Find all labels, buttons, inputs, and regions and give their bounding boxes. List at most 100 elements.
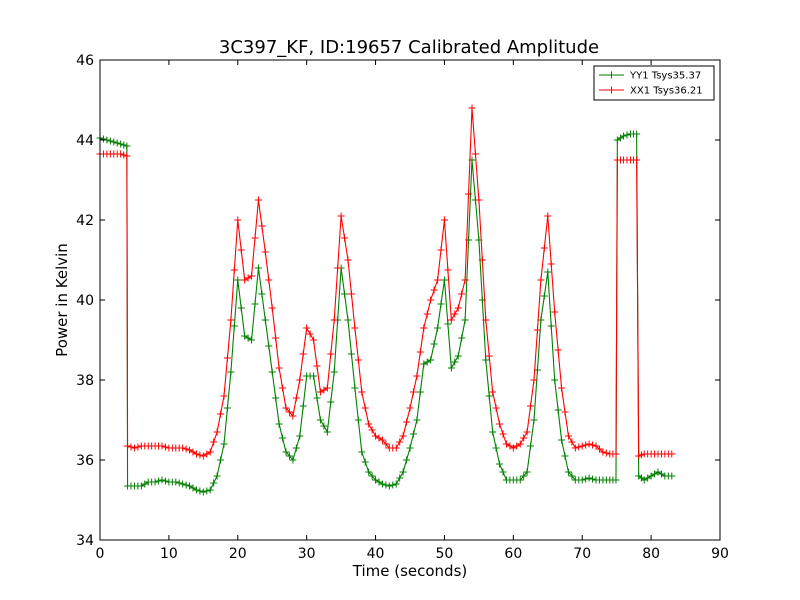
y-tick-label: 40 [76,293,94,309]
data-point-marker [179,444,187,452]
data-point-marker [551,308,559,316]
data-point-marker [430,340,438,348]
data-point-marker [323,428,331,436]
data-point-marker [192,450,200,458]
y-tick-label: 44 [76,133,94,149]
data-point-marker [172,478,180,486]
data-point-marker [313,394,321,402]
data-point-marker [320,422,328,430]
data-point-marker [416,348,424,356]
data-point-marker [520,434,528,442]
data-point-marker [392,480,400,488]
data-point-marker [120,141,128,149]
data-point-marker [151,478,159,486]
data-point-marker [217,456,225,464]
legend-box [593,65,715,101]
data-point-marker [334,264,342,272]
data-point-marker [554,406,562,414]
data-point-marker [206,486,214,494]
data-point-marker [347,350,355,358]
data-point-marker [155,477,163,485]
data-point-marker [492,444,500,452]
data-point-marker [227,368,235,376]
data-point-marker [451,358,459,366]
x-axis: 0 10 20 30 40 50 60 70 80 90 [96,60,729,562]
data-point-marker [461,316,469,324]
data-point-marker [220,440,228,448]
data-point-marker [261,248,269,256]
data-point-marker [196,451,204,459]
data-point-marker [361,458,369,466]
data-point-marker [437,300,445,308]
data-point-marker [275,420,283,428]
legend-item: YY1 Tsys35.37 [599,71,701,82]
x-tick-label: 40 [367,546,385,562]
data-point-marker [210,438,218,446]
data-point-marker [434,324,442,332]
data-point-marker [585,440,593,448]
data-point-marker [420,324,428,332]
data-point-marker [489,388,497,396]
data-point-marker [568,438,576,446]
data-point-marker [458,334,466,342]
data-point-marker [582,441,590,449]
data-point-marker [251,300,259,308]
x-axis-label: Time (seconds) [352,562,468,580]
data-point-marker [106,137,114,145]
data-point-marker [437,246,445,254]
chart-title: 3C397_KF, ID:19657 Calibrated Amplitude [219,37,599,58]
data-point-marker [668,472,676,480]
data-point-marker [265,276,273,284]
data-point-marker [175,479,183,487]
y-axis: 34 36 38 40 42 44 46 [76,53,720,549]
data-point-marker [612,450,620,458]
data-point-marker [217,410,225,418]
data-point-marker [589,441,597,449]
data-point-marker [434,276,442,284]
data-point-marker [551,376,559,384]
data-point-marker [547,322,555,330]
data-point-marker [134,443,142,451]
data-point-marker [409,430,417,438]
data-point-marker [382,481,390,489]
data-point-marker [296,432,304,440]
data-point-marker [578,442,586,450]
data-point-marker [223,354,231,362]
data-point-marker [306,330,314,338]
data-point-marker [123,142,131,150]
data-point-marker [533,326,541,334]
data-point-marker [341,234,349,242]
data-point-marker [516,440,524,448]
data-point-marker [427,356,435,364]
data-point-marker [123,152,131,160]
data-point-marker [230,322,238,330]
data-point-marker [416,388,424,396]
data-point-marker [179,480,187,488]
data-point-marker [261,316,269,324]
data-point-marker [296,376,304,384]
data-point-marker [292,394,300,402]
data-point-marker [124,442,132,450]
data-point-marker [447,364,455,372]
data-point-marker [361,404,369,412]
data-point-marker [499,468,507,476]
data-point-marker [499,430,507,438]
data-point-marker [354,416,362,424]
data-point-marker [447,316,455,324]
data-point-marker [182,481,190,489]
data-point-marker [547,260,555,268]
data-point-marker [540,244,548,252]
data-point-marker [406,444,414,452]
data-point-marker [403,418,411,426]
data-point-marker [568,472,576,480]
data-point-marker [254,196,262,204]
data-point-marker [234,276,242,284]
data-point-marker [289,412,297,420]
data-point-marker [299,350,307,358]
data-point-marker [127,443,135,451]
data-point-marker [582,475,590,483]
data-point-marker [633,130,641,138]
data-point-marker [561,408,569,416]
data-point-marker [478,256,486,264]
